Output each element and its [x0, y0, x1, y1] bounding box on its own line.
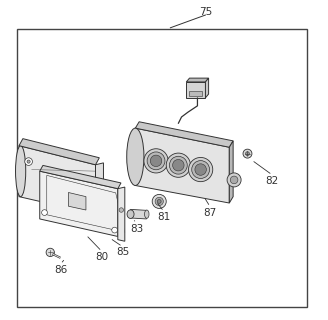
Circle shape [227, 173, 241, 187]
Circle shape [195, 164, 206, 175]
Circle shape [112, 227, 117, 233]
Circle shape [144, 149, 168, 173]
Polygon shape [19, 146, 95, 214]
Polygon shape [40, 165, 121, 189]
Polygon shape [186, 82, 205, 98]
Text: 75: 75 [199, 7, 212, 17]
Polygon shape [118, 187, 125, 241]
Circle shape [243, 149, 252, 158]
Circle shape [192, 161, 210, 179]
Circle shape [173, 159, 184, 171]
Polygon shape [135, 122, 233, 147]
Text: 85: 85 [116, 247, 129, 257]
Ellipse shape [127, 210, 134, 219]
Polygon shape [69, 193, 86, 210]
Polygon shape [205, 78, 209, 98]
Circle shape [147, 152, 165, 170]
Circle shape [25, 158, 32, 165]
Polygon shape [186, 78, 209, 82]
Text: 80: 80 [95, 252, 109, 262]
Circle shape [46, 248, 54, 257]
Ellipse shape [145, 210, 149, 218]
FancyBboxPatch shape [190, 91, 202, 96]
Text: 86: 86 [54, 265, 67, 275]
Text: 87: 87 [204, 208, 217, 218]
Text: 83: 83 [130, 223, 144, 234]
Circle shape [170, 156, 187, 174]
Circle shape [155, 197, 163, 205]
Polygon shape [19, 139, 99, 165]
Polygon shape [95, 163, 103, 221]
Text: 81: 81 [157, 212, 171, 222]
Polygon shape [229, 141, 233, 203]
Circle shape [27, 160, 30, 163]
Ellipse shape [127, 128, 144, 186]
Polygon shape [131, 209, 147, 219]
Circle shape [189, 157, 213, 182]
Circle shape [97, 184, 102, 189]
Circle shape [246, 152, 249, 156]
Ellipse shape [15, 146, 26, 197]
Circle shape [157, 199, 161, 203]
Circle shape [230, 176, 238, 184]
Circle shape [119, 208, 124, 212]
Text: 82: 82 [266, 176, 279, 186]
Circle shape [152, 195, 166, 208]
Circle shape [150, 155, 162, 167]
Polygon shape [40, 171, 118, 236]
Circle shape [42, 210, 47, 215]
Circle shape [166, 153, 191, 177]
Polygon shape [135, 128, 229, 203]
